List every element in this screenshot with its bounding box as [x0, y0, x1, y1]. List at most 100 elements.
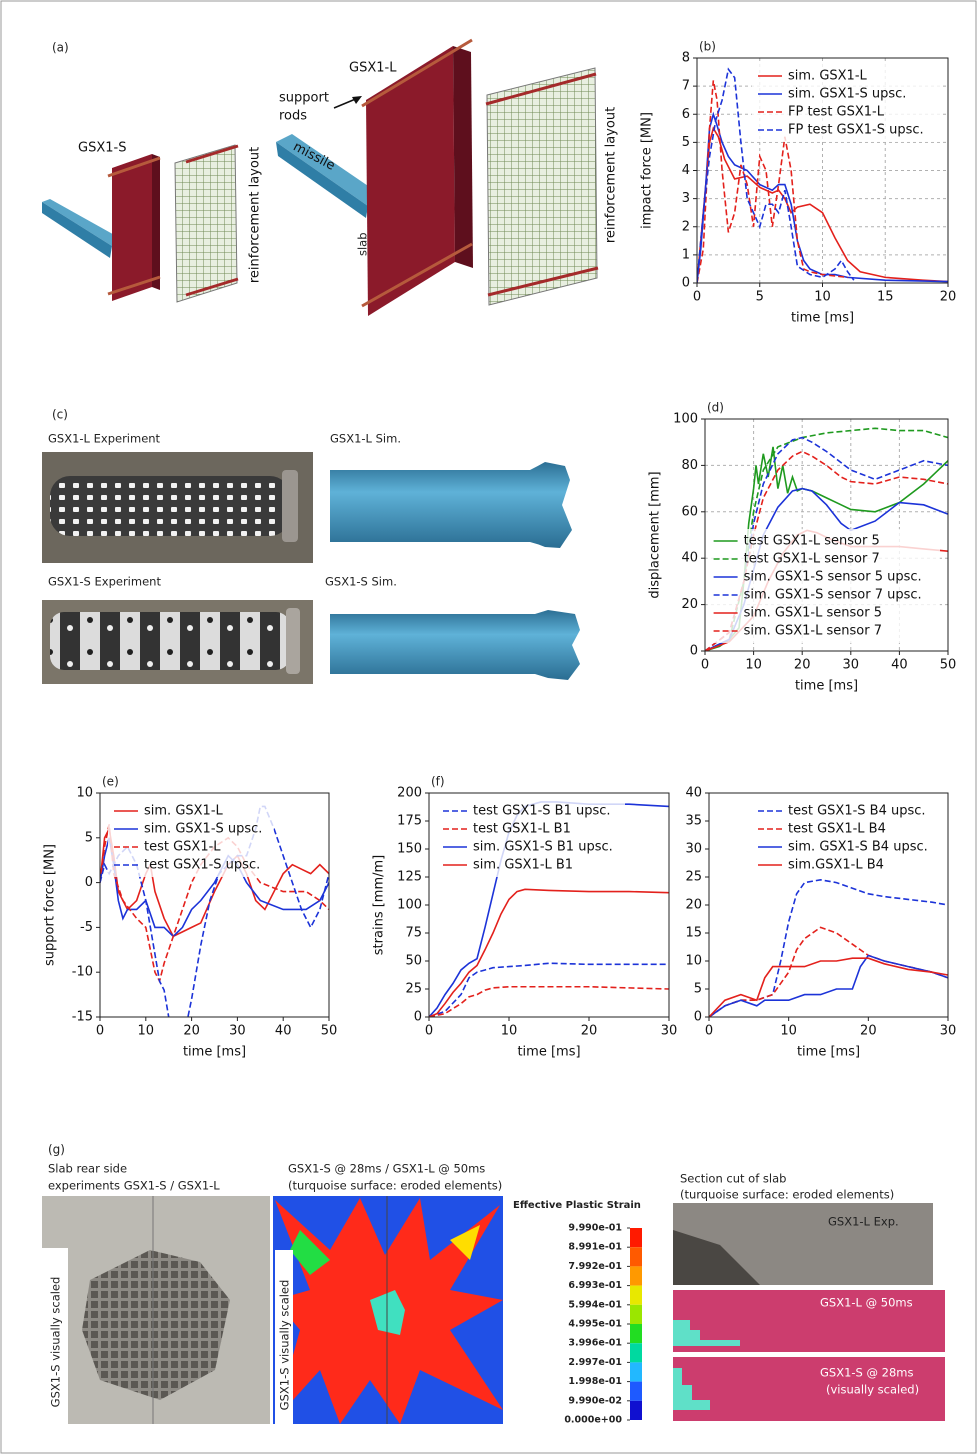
slab-drawing [112, 154, 152, 301]
colorbar-segment [630, 1247, 642, 1267]
y-tick-label: 75 [405, 926, 422, 941]
legend-label: test GSX1-L sensor 5 [744, 534, 880, 549]
legend-label: sim. GSX1-S B4 upsc. [788, 840, 928, 855]
specimen-label: GSX1-L [349, 61, 397, 76]
label-strip [275, 1250, 293, 1424]
y-tick-label: 20 [685, 898, 702, 913]
y-tick-label: 4 [682, 163, 690, 178]
annotation: rods [279, 109, 307, 124]
x-tick-label: 10 [138, 1024, 155, 1039]
y-axis-label: support force [MN] [43, 844, 58, 966]
x-tick-label: 20 [581, 1024, 598, 1039]
legend-label: sim. GSX1-S upsc. [788, 87, 906, 102]
strain-map [290, 1230, 330, 1275]
colorbar-label: 5.994e-01 [568, 1299, 622, 1310]
colorbar-label: 2.997e-01 [568, 1357, 622, 1368]
y-tick-label: 5 [85, 830, 93, 845]
y-tick-label: 2 [682, 219, 690, 234]
legend-box [108, 799, 274, 877]
colorbar-segment [630, 1343, 642, 1363]
section-title: (turquoise surface: eroded elements) [680, 1188, 894, 1202]
series-line [705, 450, 948, 651]
scaled-label: GSX1-S visually scaled [278, 1280, 292, 1411]
section-title: Section cut of slab [680, 1172, 786, 1186]
legend-label: sim. GSX1-S sensor 5 upsc. [744, 570, 922, 585]
photo-title: experiments GSX1-S / GSX1-L [48, 1179, 220, 1193]
y-axis-label: impact force [MN] [640, 112, 655, 229]
colorbar-label: 8.991e-01 [568, 1242, 622, 1253]
y-tick-label: 40 [685, 786, 702, 801]
x-tick-label: 10 [780, 1024, 797, 1039]
layout-label: reinforcement layout [604, 107, 619, 243]
y-tick-label: 5 [694, 982, 702, 997]
legend-label: FP test GSX1-S upsc. [788, 123, 924, 138]
x-tick-label: 30 [940, 1024, 957, 1039]
missile-drawing [276, 142, 368, 218]
panel-label: (c) [52, 408, 68, 422]
legend-label: test GSX1-S B1 upsc. [473, 804, 611, 819]
panel-label: (d) [707, 401, 724, 415]
x-tick-label: 5 [756, 290, 764, 305]
sim-title: GSX1-S Sim. [325, 575, 397, 589]
y-tick-label: 200 [397, 786, 422, 801]
colorbar-label: 7.992e-01 [568, 1261, 622, 1272]
x-axis-label: time [ms] [791, 311, 854, 326]
x-tick-label: 0 [705, 1024, 713, 1039]
panel-label: (e) [102, 775, 119, 789]
series-line [709, 954, 948, 1017]
x-axis-label: time [ms] [183, 1045, 246, 1060]
strain-map [450, 1225, 480, 1260]
simulation-tube [330, 462, 572, 548]
slab-drawing [152, 154, 160, 290]
y-tick-label: 3 [682, 191, 690, 206]
x-tick-label: 50 [321, 1024, 338, 1039]
colorbar-label: 9.990e-02 [568, 1395, 622, 1406]
colorbar-segment [630, 1381, 642, 1401]
colorbar-segment [630, 1362, 642, 1382]
section-label: GSX1-L @ 50ms [820, 1296, 913, 1310]
section-label: GSX1-S @ 28ms [820, 1366, 914, 1380]
legend-box [752, 799, 940, 877]
panel-label: (b) [699, 40, 716, 54]
eroded-elements [673, 1320, 740, 1346]
y-tick-label: -15 [72, 1010, 93, 1025]
panel-g: (g) Slab rear side experiments GSX1-S / … [42, 1143, 945, 1424]
colorbar-segment [630, 1228, 642, 1248]
legend-label: test GSX1-S B4 upsc. [788, 804, 926, 819]
x-tick-label: 20 [183, 1024, 200, 1039]
y-tick-label: 0 [414, 1010, 422, 1025]
chart: 0 10 20 30 0 5 10 15 20 25 30 35 40 time [ms] test GSX… [685, 786, 956, 1060]
support-rod [107, 156, 161, 296]
colorbar-label: 9.990e-01 [568, 1223, 622, 1234]
x-tick-label: 50 [940, 658, 957, 673]
legend-label: test GSX1-L sensor 7 [744, 552, 880, 567]
series-line [429, 985, 669, 1017]
panel-label: (a) [52, 41, 69, 55]
colorbar-segment [630, 1266, 642, 1286]
y-tick-label: -10 [72, 965, 93, 980]
support-rod [485, 72, 599, 297]
x-tick-label: 30 [229, 1024, 246, 1039]
colorbar-segment [630, 1285, 642, 1305]
photo [282, 470, 298, 542]
colorbar-label: 6.993e-01 [568, 1280, 622, 1291]
colorbar-segment [630, 1324, 642, 1344]
legend: test GSX1-S B1 upsc. test GSX1-L B1 sim. G… [437, 799, 625, 877]
scaled-label: GSX1-S visually scaled [49, 1277, 63, 1408]
plot-frame [696, 57, 949, 284]
y-tick-label: 5 [682, 135, 690, 150]
missile-drawing [42, 199, 118, 246]
y-axis-label: displacement [mm] [648, 471, 663, 598]
legend: test GSX1-S B4 upsc. test GSX1-L B4 sim. G… [752, 799, 940, 877]
photo [50, 612, 290, 670]
photo [82, 1250, 230, 1400]
legend: sim. GSX1-L sim. GSX1-S upsc. FP test GSX1… [752, 64, 940, 142]
x-tick-label: 20 [794, 658, 811, 673]
y-axis-label: strains [mm/m] [372, 855, 387, 955]
y-tick-label: 30 [685, 842, 702, 857]
legend-label: sim. GSX1-S upsc. [144, 822, 262, 837]
x-tick-label: 10 [745, 658, 762, 673]
reinforcement-drawing [174, 144, 238, 303]
series-line [697, 67, 855, 283]
series-line [100, 805, 329, 1017]
